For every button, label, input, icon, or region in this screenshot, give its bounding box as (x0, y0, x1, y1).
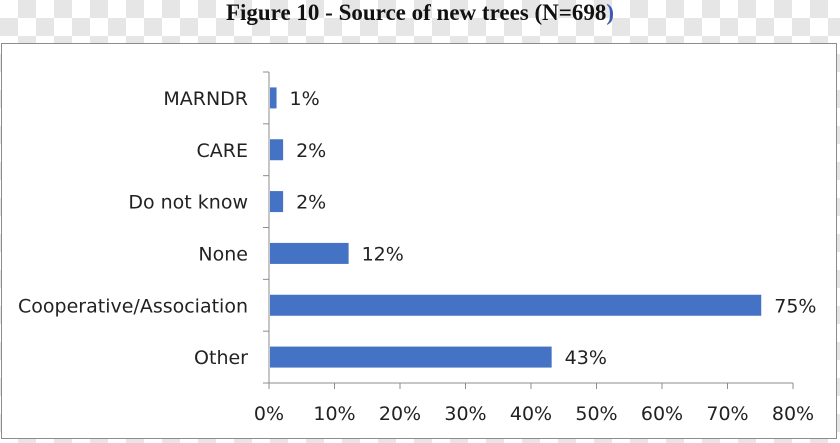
bar (270, 294, 762, 316)
data-label: 43% (565, 347, 607, 369)
category-label: None (198, 243, 248, 265)
x-tick-label: 0% (254, 403, 284, 425)
x-tick-label: 70% (706, 403, 748, 425)
data-label: 75% (774, 295, 816, 317)
figure-title: Figure 10 - Source of new trees (N=698) (0, 0, 840, 28)
category-label: Do not know (128, 192, 248, 214)
data-label: 2% (296, 192, 326, 214)
data-label: 12% (362, 243, 404, 265)
figure-title-text: Figure 10 - Source of new trees (N=698 (225, 0, 607, 25)
bars-group (270, 87, 762, 368)
chart-frame (1, 43, 837, 439)
axes-group (263, 71, 794, 389)
x-tick-label: 50% (575, 403, 617, 425)
bar (270, 346, 552, 368)
bar (270, 242, 349, 264)
data-label: 2% (296, 140, 326, 162)
bar (270, 139, 284, 161)
x-tick-label: 30% (444, 403, 486, 425)
category-label: CARE (197, 140, 248, 162)
x-tick-label: 10% (313, 403, 355, 425)
category-label: MARNDR (163, 88, 248, 110)
x-tick-label: 60% (641, 403, 683, 425)
x-tick-label: 20% (379, 403, 421, 425)
figure-title-close-paren: ) (606, 0, 615, 25)
labels-group: 0% 10% 20% 30% 40% 50% 60% 70% 80% MARNDR 1% CARE 2%… (18, 88, 816, 425)
category-label: Other (194, 347, 248, 369)
x-tick-label: 80% (772, 403, 814, 425)
bar (270, 191, 284, 213)
data-label: 1% (290, 88, 320, 110)
bar (270, 87, 277, 109)
x-tick-label: 40% (510, 403, 552, 425)
category-label: Cooperative/Association (18, 295, 248, 317)
